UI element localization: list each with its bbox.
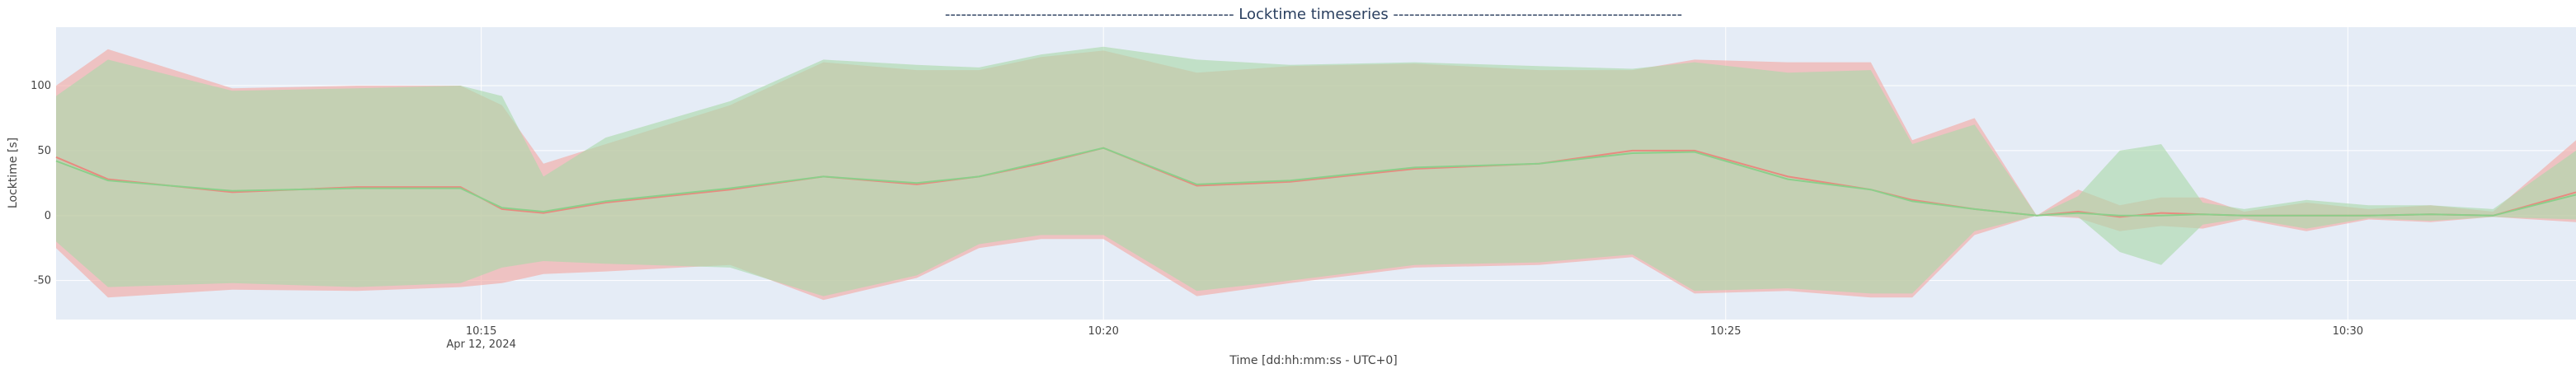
series-band-b — [56, 46, 2576, 296]
x-tick-label: 10:30 — [2333, 325, 2363, 338]
y-tick-labels: -50 0 50 100 — [31, 80, 51, 287]
y-tick-label: -50 — [34, 275, 51, 287]
band-layer — [56, 46, 2576, 301]
x-tick-sublabel: Apr 12, 2024 — [446, 338, 516, 351]
y-axis-title: Locktime [s] — [7, 138, 20, 208]
y-tick-label: 100 — [31, 80, 51, 92]
x-tick-label: 10:15 — [466, 325, 496, 338]
y-tick-label: 50 — [37, 145, 51, 157]
chart-title: ----------------------------------------… — [945, 6, 1682, 23]
x-tick-label: 10:25 — [1710, 325, 1741, 338]
series-mean-line-b — [55, 147, 2576, 217]
y-tick-label: 0 — [45, 210, 51, 222]
mean-layer — [55, 147, 2576, 218]
x-axis-title: Time [dd:hh:mm:ss - UTC+0] — [1229, 354, 1398, 367]
x-tick-label: 10:20 — [1088, 325, 1118, 338]
